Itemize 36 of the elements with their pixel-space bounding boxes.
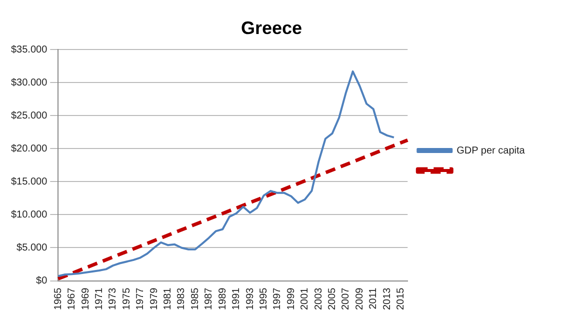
- x-tick-label: 1965: [52, 287, 64, 310]
- x-tick-label: 2003: [313, 287, 324, 310]
- x-tick-label: 2011: [368, 287, 380, 310]
- x-tick-label: 1989: [217, 287, 228, 310]
- y-tick-label: $10.000: [10, 209, 48, 220]
- x-tick-label: 1985: [190, 287, 201, 310]
- x-tick-label: 1977: [135, 287, 146, 310]
- y-tick-label: $0: [36, 276, 48, 287]
- x-tick-label: 1987: [204, 287, 215, 310]
- x-tick-label: 1983: [176, 287, 188, 310]
- x-tick-label: 2015: [396, 287, 407, 310]
- y-tick-label: $25.000: [10, 110, 48, 122]
- x-tick-label: 1993: [244, 287, 256, 310]
- x-tick-label: 2001: [300, 287, 311, 310]
- y-tick-label: $5.000: [16, 242, 48, 254]
- y-tick-label: $15.000: [10, 176, 48, 188]
- x-tick-label: 1981: [162, 287, 174, 310]
- x-tick-label: 1991: [231, 287, 242, 310]
- x-tick-label: 1997: [272, 287, 284, 310]
- x-tick-label: 1969: [80, 287, 92, 310]
- x-tick-label: 1995: [258, 287, 270, 310]
- x-tick-label: 2009: [354, 287, 366, 310]
- x-tick-label: 1979: [148, 287, 160, 310]
- chart-title: Greece: [240, 18, 302, 38]
- x-tick-label: 2013: [382, 287, 393, 310]
- y-tick-label: $35.000: [10, 44, 48, 56]
- y-tick-label: $30.000: [10, 77, 48, 88]
- x-tick-label: 1973: [108, 287, 119, 310]
- x-tick-label: 1971: [94, 287, 106, 310]
- x-tick-label: 1999: [286, 287, 297, 310]
- x-tick-label: 1967: [66, 287, 78, 310]
- y-tick-label: $20.000: [10, 143, 48, 154]
- x-tick-label: 2005: [327, 287, 338, 310]
- legend-label: GDP per capita: [456, 145, 526, 156]
- x-tick-label: 2007: [340, 287, 352, 310]
- x-tick-label: 1975: [121, 287, 132, 310]
